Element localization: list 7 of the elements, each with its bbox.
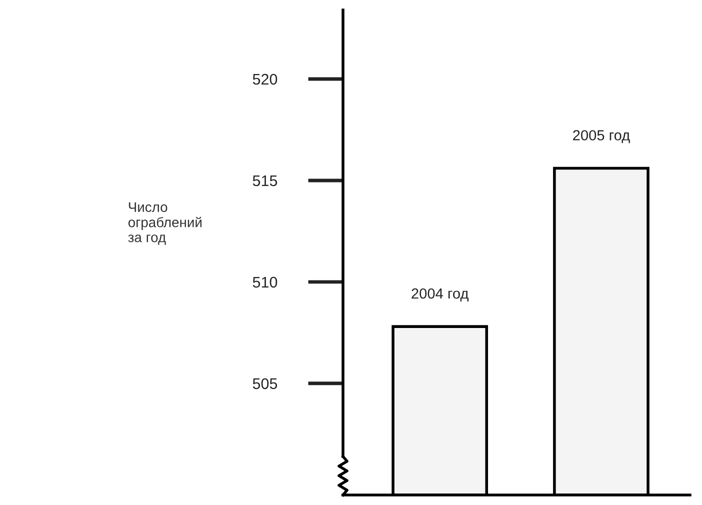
y-tick-label: 505 [252, 378, 278, 390]
y-tick-label: 515 [252, 175, 278, 186]
y-tick-label: 510 [252, 276, 278, 288]
x-tick-label: 2004 год [412, 288, 468, 302]
y-tick-label: 520 [252, 74, 278, 85]
y-axis-title: Число ограблений за год [128, 202, 202, 245]
x-tick-label: 2005 год [573, 130, 630, 144]
